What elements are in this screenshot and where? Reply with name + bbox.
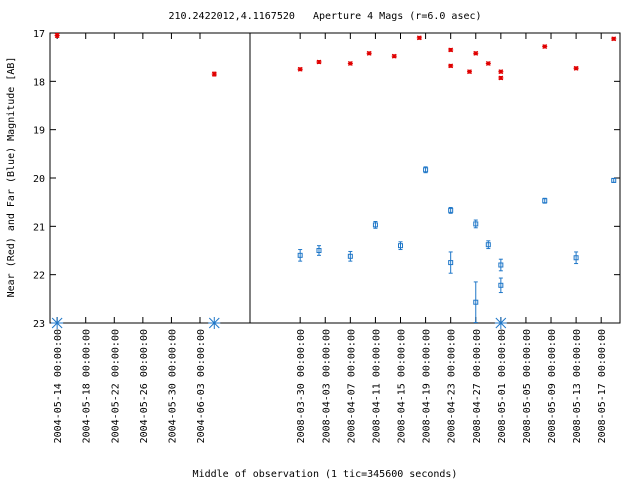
near-point (366, 50, 372, 56)
far-point (498, 262, 504, 268)
near-point (473, 50, 479, 56)
far-point (448, 207, 454, 213)
x-tick-label: 2008-04-07 00:00:00 (346, 329, 357, 443)
y-tick-label: 20 (33, 174, 45, 185)
x-tick-label: 2008-04-15 00:00:00 (397, 329, 408, 443)
far-point (347, 253, 353, 259)
x-tick-label: 2008-04-03 00:00:00 (321, 329, 332, 443)
x-tick-label: 2008-04-23 00:00:00 (447, 329, 458, 443)
far-point (485, 242, 491, 248)
y-axis-label: Near (Red) and Far (Blue) Magnitude [AB] (6, 57, 17, 298)
far-point (423, 167, 429, 173)
x-tick-label: 2004-05-18 00:00:00 (82, 329, 93, 443)
far-point (498, 282, 504, 288)
near-point (211, 71, 217, 77)
far-point (297, 252, 303, 258)
near-point (466, 69, 472, 75)
x-tick-label: 2008-05-13 00:00:00 (572, 329, 583, 443)
x-tick-label: 2008-05-17 00:00:00 (597, 329, 608, 443)
x-tick-label: 2004-05-22 00:00:00 (110, 329, 121, 443)
far-upper-limit-marker (208, 317, 221, 329)
far-upper-limit-marker (51, 317, 64, 329)
far-point (573, 255, 579, 261)
far-point (473, 221, 479, 227)
x-tick-label: 2008-04-27 00:00:00 (472, 329, 483, 443)
near-point (54, 32, 60, 38)
y-tick-label: 22 (33, 271, 45, 282)
near-point (498, 69, 504, 75)
y-tick-label: 19 (33, 126, 45, 137)
far-point (372, 222, 378, 228)
near-point (391, 53, 397, 59)
far-point (448, 260, 454, 266)
x-tick-label: 2008-03-30 00:00:00 (296, 329, 307, 443)
x-tick-label: 2008-05-01 00:00:00 (497, 329, 508, 443)
x-tick-label: 2008-05-05 00:00:00 (522, 329, 533, 443)
near-point (316, 59, 322, 65)
far-point (398, 243, 404, 249)
x-tick-label: 2004-05-14 00:00:00 (53, 329, 64, 443)
near-point (542, 44, 548, 49)
far-point (542, 198, 548, 204)
far-upper-limit-marker (494, 317, 507, 329)
near-point (416, 35, 422, 41)
x-tick-label: 2004-06-03 00:00:00 (196, 329, 207, 443)
near-point (448, 47, 454, 53)
x-tick-label: 2008-04-11 00:00:00 (371, 329, 382, 443)
y-tick-label: 17 (33, 29, 45, 40)
y-tick-label: 21 (33, 222, 45, 233)
near-point (347, 61, 353, 66)
x-tick-label: 2008-04-19 00:00:00 (422, 329, 433, 443)
far-point (316, 248, 322, 253)
y-tick-label: 23 (33, 319, 45, 330)
x-tick-label: 2004-05-26 00:00:00 (139, 329, 150, 443)
far-point (473, 299, 479, 305)
far-point (611, 177, 617, 183)
plot-frame (49, 32, 621, 324)
x-axis-label: Middle of observation (1 tic=345600 seco… (193, 469, 458, 480)
near-point (498, 75, 504, 81)
x-tick-label: 2004-05-30 00:00:00 (167, 329, 178, 443)
near-point (297, 66, 303, 72)
x-tick-label: 2008-05-09 00:00:00 (547, 329, 558, 443)
chart-title: 210.2422012,4.1167520 Aperture 4 Mags (r… (168, 11, 481, 22)
near-point (611, 36, 617, 42)
near-point (485, 61, 491, 66)
y-tick-label: 18 (33, 77, 45, 88)
near-point (448, 63, 454, 69)
near-point (573, 65, 579, 71)
